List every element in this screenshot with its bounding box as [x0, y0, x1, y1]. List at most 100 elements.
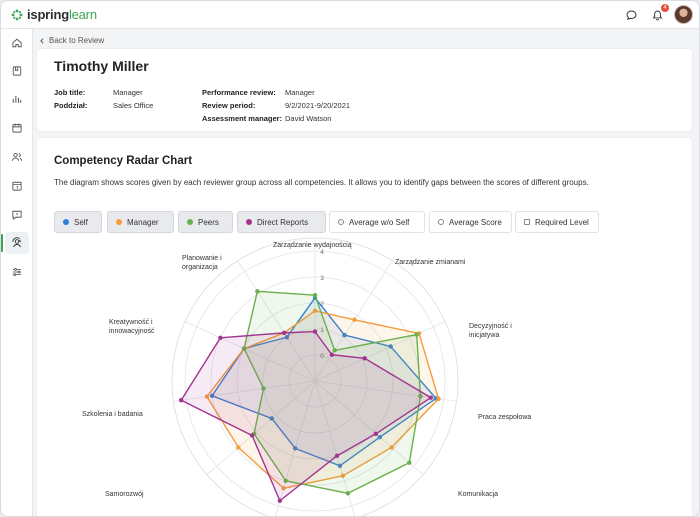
legend-label: Self [74, 217, 88, 227]
data-point [209, 393, 215, 399]
data-point [261, 386, 266, 391]
calendar-icon[interactable] [9, 120, 25, 136]
radar-svg: 0 1 2 3 4 [171, 237, 459, 516]
job-title-label: Job title: [54, 88, 86, 97]
axis-label: Zarządzanie wydajnością [273, 242, 352, 249]
legend-label: Peers [198, 217, 219, 227]
data-point [281, 486, 286, 491]
legend-label: Direct Reports [257, 217, 309, 227]
legend-required-level[interactable]: Required Level [515, 211, 599, 233]
legend-peers[interactable]: Peers [178, 211, 233, 233]
assessor-value: David Watson [285, 114, 332, 123]
radial-tick-label: 0 [320, 353, 324, 360]
data-point [414, 332, 419, 337]
review-row: Performance review: Manager [202, 88, 315, 97]
notification-badge: 4 [661, 4, 669, 12]
legend-marker [438, 219, 444, 225]
chart-description: The diagram shows scores given by each r… [54, 178, 589, 187]
legend-average-without-self[interactable]: Average w/o Self [329, 211, 425, 233]
profile-card: Timothy Miller Job title: Manager Poddzi… [37, 49, 692, 131]
logo-text-b: learn [68, 7, 97, 22]
legend-self[interactable]: Self [54, 211, 102, 233]
employee-name: Timothy Miller [54, 58, 149, 74]
data-point [293, 446, 298, 451]
legend-marker [187, 219, 193, 225]
back-to-review-link[interactable]: Back to Review [39, 36, 104, 45]
data-point [284, 335, 290, 340]
assessor-row: Assessment manager: David Watson [202, 114, 331, 123]
axis-label: Samorozwój [105, 491, 144, 498]
alert-message-icon[interactable] [9, 207, 25, 223]
legend-marker [116, 219, 122, 225]
data-point [407, 460, 412, 465]
data-point [389, 445, 394, 450]
data-point [312, 329, 318, 334]
series-line [180, 330, 432, 502]
app-logo[interactable]: ispringlearn [11, 7, 97, 22]
axis-label: Decyzyjność i inicjatywa [469, 323, 512, 339]
legend-label: Required Level [535, 217, 589, 227]
logo-icon [11, 9, 23, 20]
bar-chart-icon[interactable] [9, 91, 25, 107]
department-row: Poddział: Sales Office [54, 101, 153, 110]
axis-label: Planowanie i organizacja [182, 255, 222, 271]
data-point [178, 398, 184, 403]
bell-icon[interactable]: 4 [649, 4, 669, 23]
chevron-left-icon [40, 37, 44, 44]
legend-direct-reports[interactable]: Direct Reports [237, 211, 326, 233]
sliders-icon[interactable] [9, 264, 25, 280]
legend-manager[interactable]: Manager [107, 211, 174, 233]
data-point [345, 491, 351, 496]
data-point [340, 473, 346, 478]
chart-title: Competency Radar Chart [54, 155, 193, 167]
chat-icon[interactable] [623, 7, 639, 23]
data-point [312, 308, 318, 313]
grid-spoke [314, 380, 424, 475]
back-label: Back to Review [49, 36, 105, 45]
legend-marker [524, 219, 530, 225]
legend-average-score[interactable]: Average Score [429, 211, 512, 233]
period-label: Review period: [202, 101, 256, 110]
radar-chart: 0 1 2 3 4 Zarządzanie wydajnością Zarządzani… [37, 138, 692, 516]
book-icon[interactable] [9, 63, 25, 79]
legend-label: Average w/o Self [349, 217, 410, 227]
data-point [334, 453, 340, 459]
axis-label: Kreatywność i innowacyjność [109, 319, 155, 335]
data-point [277, 498, 283, 503]
data-point [283, 478, 288, 483]
logo-text-a: ispring [27, 7, 69, 22]
radial-tick-label: 2 [320, 301, 324, 308]
data-point [436, 396, 441, 401]
axis-label: Praca zespołowa [478, 414, 532, 421]
calendar-day-icon[interactable] [9, 178, 25, 194]
data-point [388, 344, 393, 349]
review-value: Manager [285, 88, 315, 97]
data-point [241, 346, 247, 351]
data-point [329, 352, 335, 357]
data-point [255, 289, 260, 294]
data-point [249, 433, 255, 438]
radial-tick-label: 3 [320, 275, 324, 282]
period-value: 9/2/2021-9/20/2021 [285, 101, 351, 110]
sidebar [1, 29, 33, 516]
review-label: Performance review: [202, 88, 276, 97]
axis-label: Komunikacja [458, 491, 499, 498]
data-point [337, 463, 343, 469]
data-point [342, 332, 347, 338]
grid-spoke [184, 321, 316, 382]
data-point [269, 416, 274, 421]
users-icon[interactable] [9, 149, 25, 165]
avatar[interactable] [674, 5, 693, 24]
home-icon[interactable] [9, 35, 25, 51]
assessor-label: Assessment manager: [202, 114, 283, 123]
radial-tick-label: 1 [320, 327, 324, 334]
legend-marker [338, 219, 344, 225]
grid-spoke [173, 380, 316, 402]
series-line [211, 297, 437, 467]
job-title-row: Job title: Manager [54, 88, 143, 97]
data-point [281, 330, 287, 336]
grid-spoke [206, 380, 316, 475]
performance-review-icon[interactable] [1, 232, 29, 254]
data-point [204, 394, 210, 399]
